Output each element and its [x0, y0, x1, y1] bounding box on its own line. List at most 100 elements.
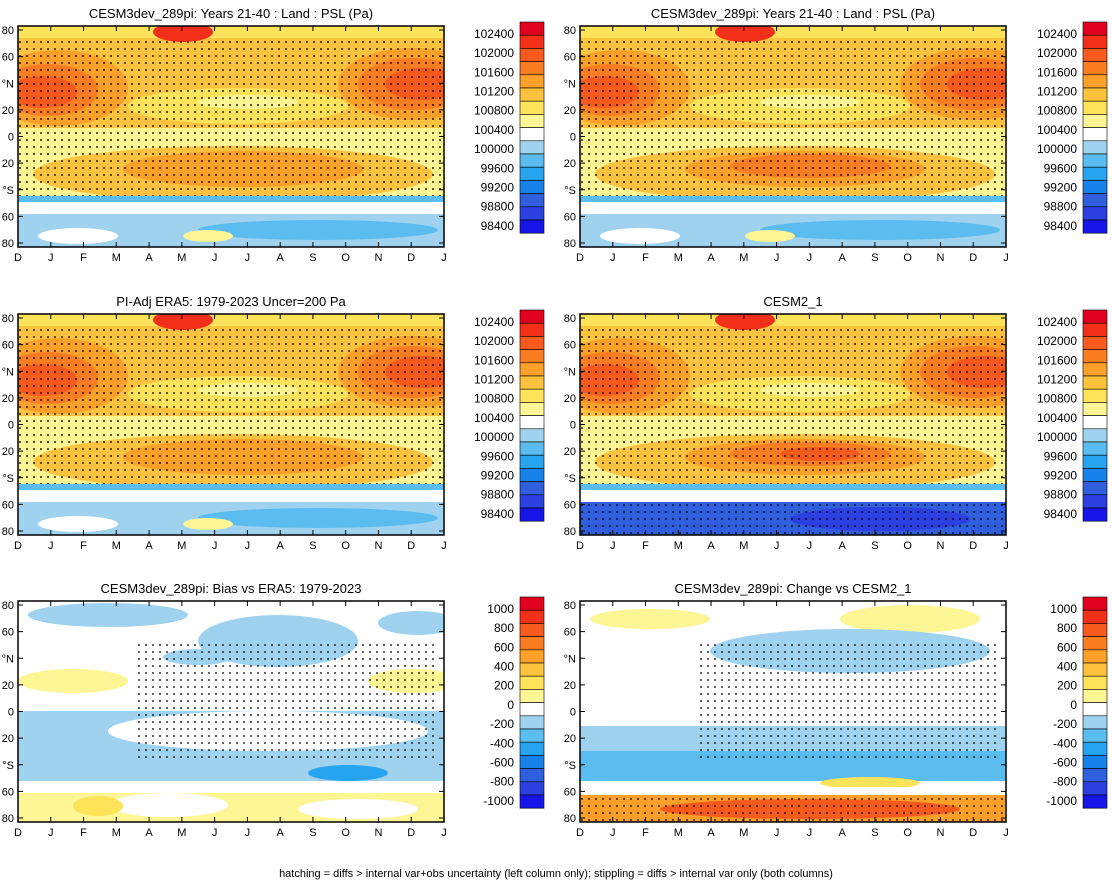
colorbar-box: [1082, 375, 1108, 390]
colorbar-box: [519, 675, 545, 690]
colorbar-label: 98800: [481, 488, 515, 502]
colorbar-label: 100000: [1037, 142, 1077, 156]
heatmap-field: [18, 26, 444, 247]
x-tick-label: A: [145, 252, 153, 264]
x-tick-label: J: [610, 540, 616, 552]
colorbar-box: [519, 662, 545, 677]
colorbar-label: 101600: [474, 65, 514, 79]
y-tick-label: 80: [2, 813, 14, 825]
y-tick-label: °N: [564, 366, 576, 378]
y-tick-label: 0: [570, 707, 576, 719]
y-tick-label: 0: [8, 420, 14, 432]
x-tick-label: M: [112, 540, 121, 552]
colorbar-box: [519, 481, 545, 496]
x-tick-label: J: [1003, 827, 1009, 839]
colorbar-label: 100400: [474, 411, 514, 425]
x-tick-label: D: [407, 827, 415, 839]
x-tick-label: A: [707, 827, 715, 839]
colorbar-box: [1082, 755, 1108, 769]
y-tick-label: 20: [564, 105, 576, 117]
y-tick-label: 80: [2, 25, 14, 37]
colorbar-label: 100400: [1037, 411, 1077, 425]
colorbar-box: [1082, 596, 1108, 611]
colorbar-label: -1000: [1046, 794, 1077, 808]
colorbar-label: 102000: [1037, 46, 1077, 60]
colorbar-box: [1082, 166, 1108, 181]
y-tick-label: 0: [570, 420, 576, 432]
colorbar-label: 600: [494, 640, 514, 654]
colorbar-box: [1082, 309, 1108, 324]
x-tick-label: S: [309, 827, 316, 839]
colorbar-label: 200: [494, 679, 514, 693]
y-tick-label: 20: [564, 733, 576, 745]
colorbar-box: [519, 100, 545, 115]
y-tick-label: 80: [2, 600, 14, 612]
heatmap-field: [580, 601, 1006, 822]
heatmap-field: [18, 314, 444, 535]
colorbar-box: [1082, 715, 1108, 730]
x-tick-label: A: [707, 540, 715, 552]
colorbar-label: 102400: [1037, 27, 1077, 41]
colorbar-box: [1082, 388, 1108, 403]
colorbar-box: [1082, 127, 1108, 142]
x-tick-label: M: [177, 827, 186, 839]
colorbar-box: [1082, 494, 1108, 509]
y-tick-label: 60: [2, 499, 14, 511]
colorbar-label: -1000: [483, 794, 514, 808]
y-tick-label: 20: [2, 733, 14, 745]
x-tick-label: A: [838, 827, 846, 839]
colorbar-label: 98400: [1044, 219, 1078, 233]
x-tick-label: O: [341, 827, 350, 839]
colorbar-label: 102000: [474, 46, 514, 60]
y-tick-label: 80: [2, 238, 14, 250]
colorbar-box: [519, 596, 545, 611]
x-tick-label: M: [112, 252, 121, 264]
colorbar-box: [519, 702, 545, 717]
colorbar-label: -600: [490, 755, 514, 769]
colorbar-box: [1082, 48, 1108, 62]
colorbar-box: [519, 349, 545, 364]
x-tick-label: J: [610, 252, 616, 264]
y-tick-label: °N: [564, 78, 576, 90]
colorbar-label: 101600: [1037, 353, 1077, 367]
x-tick-label: A: [707, 252, 715, 264]
colorbar-box: [519, 454, 545, 469]
x-tick-label: J: [774, 252, 780, 264]
colorbar-box: [519, 21, 545, 36]
colorbar-box: [1082, 741, 1108, 756]
x-tick-label: O: [903, 827, 912, 839]
colorbar: 102400 102000 101600 101200 100800 100400 1000…: [1037, 309, 1108, 522]
colorbar-label: 101600: [1037, 65, 1077, 79]
y-tick-label: °S: [564, 760, 576, 772]
colorbar-label: 99600: [481, 161, 515, 175]
x-tick-label: D: [576, 252, 584, 264]
y-tick-label: 80: [2, 526, 14, 538]
y-tick-label: °N: [2, 366, 14, 378]
colorbar-label: 101200: [1037, 84, 1077, 98]
colorbar-box: [1082, 781, 1108, 796]
y-tick-label: 20: [2, 680, 14, 692]
x-tick-label: D: [407, 252, 415, 264]
colorbar-box: [519, 206, 545, 221]
x-tick-label: S: [309, 540, 316, 552]
colorbar-label: 102000: [474, 334, 514, 348]
colorbar-box: [1082, 636, 1108, 651]
colorbar-label: 100000: [474, 430, 514, 444]
colorbar-box: [1082, 454, 1108, 469]
heatmap-field: [580, 314, 1006, 535]
colorbar-box: [519, 468, 545, 482]
colorbar-box: [519, 322, 545, 337]
x-tick-label: N: [374, 827, 382, 839]
x-tick-label: M: [674, 252, 683, 264]
colorbar-label: 101200: [1037, 372, 1077, 386]
colorbar-box: [519, 609, 545, 624]
colorbar-box: [1082, 689, 1108, 703]
colorbar-label: 99600: [481, 449, 515, 463]
colorbar-label: -800: [490, 775, 514, 789]
x-tick-label: J: [774, 827, 780, 839]
colorbar-box: [519, 689, 545, 703]
colorbar-label: 102400: [474, 315, 514, 329]
x-tick-label: D: [576, 540, 584, 552]
y-tick-label: 80: [2, 313, 14, 325]
colorbar-box: [1082, 336, 1108, 350]
